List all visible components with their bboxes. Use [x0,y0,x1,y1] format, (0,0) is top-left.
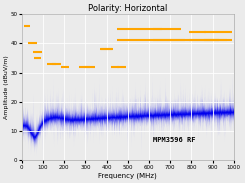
Title: Polarity: Horizontal: Polarity: Horizontal [88,4,168,13]
Y-axis label: Amplitude (dBuV/m): Amplitude (dBuV/m) [4,55,9,119]
Text: MPM3596 RF: MPM3596 RF [153,137,196,143]
X-axis label: Frequency (MHz): Frequency (MHz) [98,172,157,179]
